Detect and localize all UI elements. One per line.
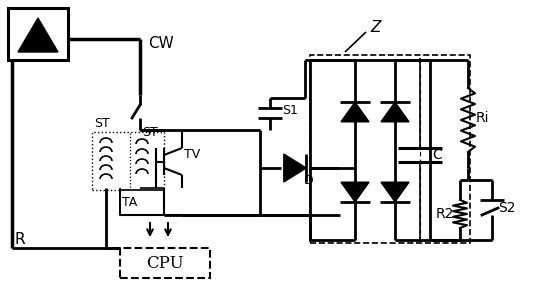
Polygon shape <box>381 102 409 122</box>
Text: S2: S2 <box>498 201 516 215</box>
Polygon shape <box>284 154 306 182</box>
Text: TA: TA <box>122 196 137 209</box>
Bar <box>120 248 210 278</box>
Text: ST: ST <box>142 127 158 140</box>
Polygon shape <box>341 102 369 122</box>
Text: TV: TV <box>184 149 200 162</box>
Text: CW: CW <box>148 37 174 52</box>
Text: C: C <box>432 148 442 162</box>
Text: ST: ST <box>94 117 110 130</box>
Text: D: D <box>304 173 314 186</box>
Polygon shape <box>18 18 58 52</box>
Text: S1: S1 <box>282 104 298 117</box>
Bar <box>92 132 164 190</box>
Text: CPU: CPU <box>146 254 184 271</box>
Bar <box>8 8 68 60</box>
Text: Ri: Ri <box>476 111 489 125</box>
Bar <box>120 190 164 215</box>
Bar <box>310 55 470 243</box>
Text: Z: Z <box>370 20 381 35</box>
Polygon shape <box>341 182 369 202</box>
Polygon shape <box>381 182 409 202</box>
Text: R2: R2 <box>436 207 454 221</box>
Text: R: R <box>14 233 25 248</box>
